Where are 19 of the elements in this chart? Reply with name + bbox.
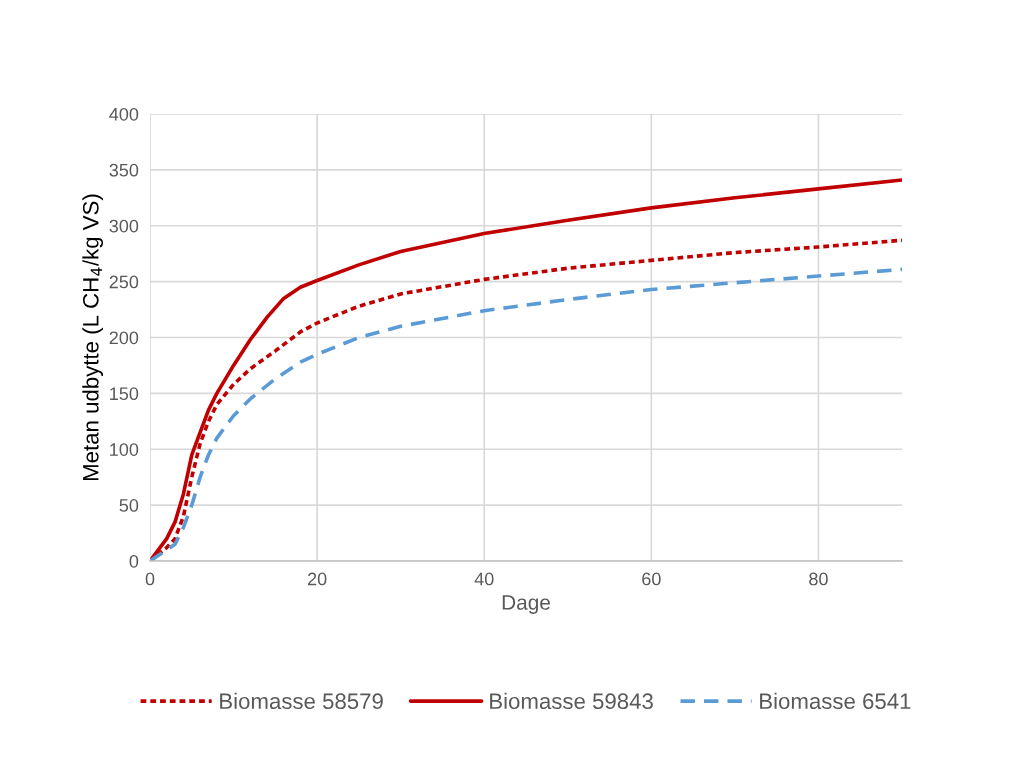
y-tick-label: 150	[110, 387, 139, 401]
y-tick-label: 200	[109, 331, 139, 345]
x-tick-label: 40	[474, 572, 494, 586]
y-tick-label: 300	[109, 219, 139, 233]
x-tick-label: 0	[145, 572, 155, 586]
y-tick-label: 50	[119, 499, 139, 512]
y-tick-label: 0	[129, 554, 139, 568]
y-tick-label: 350	[109, 163, 139, 177]
legend-label: Biomasse 58579	[220, 692, 383, 710]
x-tick-label: 20	[307, 572, 327, 586]
legend-label: Biomasse 6541	[760, 692, 911, 710]
legend-label: Biomasse 59843	[490, 692, 653, 710]
y-tick-label: 250	[109, 275, 139, 289]
y-tick-label: 400	[109, 107, 139, 121]
x-axis-title: Dage	[502, 595, 550, 614]
x-tick-label: 60	[642, 572, 661, 586]
y-axis-title: Metan udbytte (L CH$_{4}$/kg VS)	[82, 194, 104, 481]
y-tick-label: 100	[110, 443, 139, 456]
x-tick-label: 80	[809, 572, 828, 586]
